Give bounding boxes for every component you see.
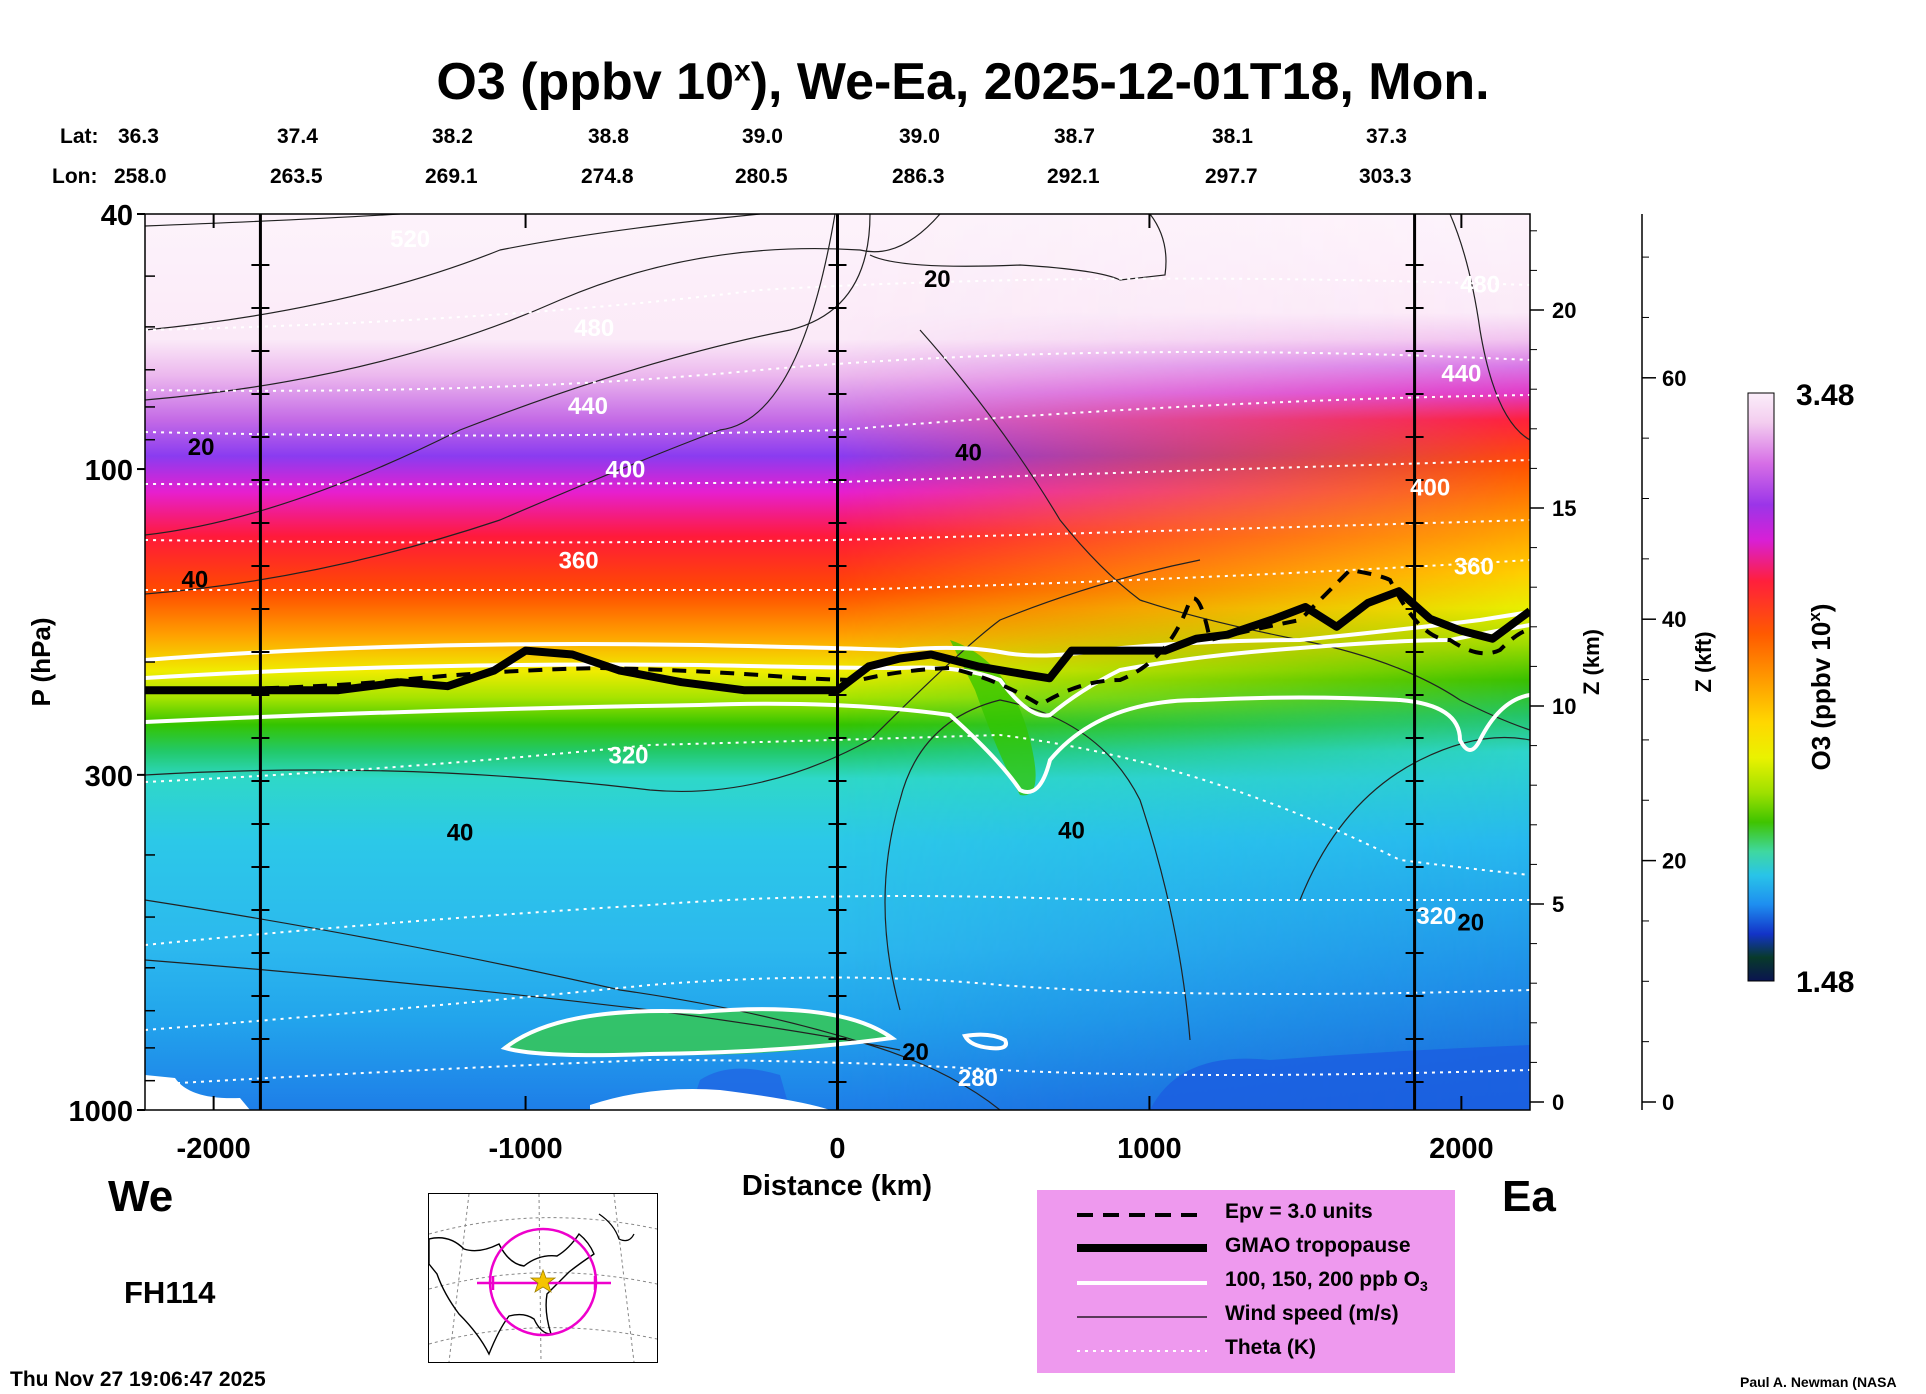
figure-title: O3 (ppbv 10x), We-Ea, 2025-12-01T18, Mon…: [436, 53, 1490, 111]
z-kft-tick-label: 60: [1662, 366, 1686, 391]
z-km-axis-title: Z (km): [1579, 629, 1604, 695]
p-tick-label: 100: [85, 455, 133, 487]
inset-map-drawing: [429, 1194, 657, 1362]
lat-value: 38.2: [432, 125, 473, 148]
contour-label: 20: [924, 266, 951, 293]
lon-value: 297.7: [1205, 165, 1258, 188]
colorbar-title: O3 (ppbv 10x): [1805, 604, 1836, 771]
z-kft-tick-label: 0: [1662, 1090, 1674, 1115]
contour-label: 280: [958, 1065, 998, 1092]
lon-label: Lon:: [52, 165, 98, 188]
location-star-icon: [529, 1268, 557, 1293]
x-axis-title: Distance (km): [742, 1170, 932, 1202]
contour-label: 20: [902, 1039, 929, 1066]
legend-item-ozone-ppb: 100, 150, 200 ppb O3: [1077, 1268, 1428, 1295]
epv-contour: [145, 567, 1530, 708]
lon-value: 303.3: [1359, 165, 1412, 188]
lon-value: 280.5: [735, 165, 788, 188]
contour-label: 480: [574, 315, 614, 342]
lat-value: 39.0: [742, 125, 783, 148]
credit: Paul A. Newman (NASA: [1740, 1374, 1897, 1390]
lat-label: Lat:: [60, 125, 99, 148]
west-label: We: [108, 1172, 174, 1221]
contour-label: 40: [955, 440, 982, 467]
contour-label: 20: [1457, 910, 1484, 937]
z-kft-tick-label: 20: [1662, 849, 1686, 874]
lat-value: 37.3: [1366, 125, 1407, 148]
contour-label: 20: [188, 434, 215, 461]
legend-item-epv: Epv = 3.0 units: [1077, 1200, 1373, 1223]
axes: -2000 -1000 0 1000 2000 40 100 300 1000 0 5 10 15 20 0…: [68, 200, 1686, 1165]
lat-value: 36.3: [118, 125, 159, 148]
y-axis-title: P (hPa): [26, 617, 56, 706]
contour-labels: 5204804404003603202804804404003603202020…: [182, 226, 1501, 1092]
contour-label: 440: [1441, 360, 1481, 387]
contour-label: 480: [1460, 271, 1500, 298]
timestamp: Thu Nov 27 19:06:47 2025: [10, 1368, 266, 1391]
contour-label: 520: [390, 226, 430, 253]
p-tick-label: 300: [85, 761, 133, 793]
contour-label: 40: [182, 566, 209, 593]
lon-value: 258.0: [114, 165, 167, 188]
contour-label: 40: [1058, 817, 1085, 844]
p-tick-label: 1000: [68, 1096, 133, 1128]
section-markers: [251, 214, 1424, 1110]
contour-label: 400: [605, 456, 645, 483]
contour-label: 320: [608, 743, 648, 770]
colorbar-min-label: 1.48: [1796, 966, 1854, 999]
z-km-tick-label: 5: [1552, 892, 1564, 917]
colorbar-max-label: 3.48: [1796, 379, 1854, 412]
lon-value: 274.8: [581, 165, 634, 188]
x-tick-label: 1000: [1117, 1133, 1182, 1165]
x-tick-label: -1000: [488, 1133, 562, 1165]
x-tick-label: 2000: [1429, 1133, 1494, 1165]
lat-value: 39.0: [899, 125, 940, 148]
wind-speed-contours: [145, 214, 1530, 1110]
legend-item-tropopause: GMAO tropopause: [1077, 1234, 1411, 1257]
colorbar: [1747, 392, 1775, 982]
contour-label: 360: [1454, 553, 1494, 580]
x-tick-label: -2000: [177, 1133, 251, 1165]
east-label: Ea: [1502, 1172, 1556, 1221]
legend-item-theta: Theta (K): [1077, 1336, 1316, 1359]
lat-value: 37.4: [277, 125, 318, 148]
lon-value: 263.5: [270, 165, 323, 188]
z-kft-tick-label: 40: [1662, 607, 1686, 632]
z-km-tick-label: 15: [1552, 496, 1576, 521]
location-inset-map: [428, 1193, 658, 1363]
z-km-tick-label: 10: [1552, 694, 1576, 719]
contour-label: 40: [447, 820, 474, 847]
z-km-tick-label: 20: [1552, 298, 1576, 323]
theta-contours: [145, 277, 1530, 1086]
lon-value: 292.1: [1047, 165, 1100, 188]
lat-value: 38.8: [588, 125, 629, 148]
contour-label: 400: [1410, 475, 1450, 502]
lat-value: 38.7: [1054, 125, 1095, 148]
tropopause-line: [145, 587, 1530, 695]
tropopause-layer: [145, 587, 1530, 695]
p-tick-label: 40: [101, 200, 133, 232]
forecast-hour: FH114: [124, 1275, 216, 1310]
legend: Epv = 3.0 units GMAO tropopause 100, 150…: [1037, 1190, 1455, 1373]
ozone-ppb-contours: [145, 610, 1530, 1058]
contour-label: 320: [1416, 903, 1456, 930]
x-tick-label: 0: [829, 1133, 845, 1165]
z-km-tick-label: 0: [1552, 1090, 1564, 1115]
legend-item-wind-speed: Wind speed (m/s): [1077, 1302, 1399, 1325]
contour-label: 360: [559, 548, 599, 575]
lon-value: 286.3: [892, 165, 945, 188]
lon-value: 269.1: [425, 165, 478, 188]
lat-value: 38.1: [1212, 125, 1253, 148]
z-kft-axis-title: Z (kft): [1691, 631, 1716, 692]
contour-label: 440: [568, 393, 608, 420]
